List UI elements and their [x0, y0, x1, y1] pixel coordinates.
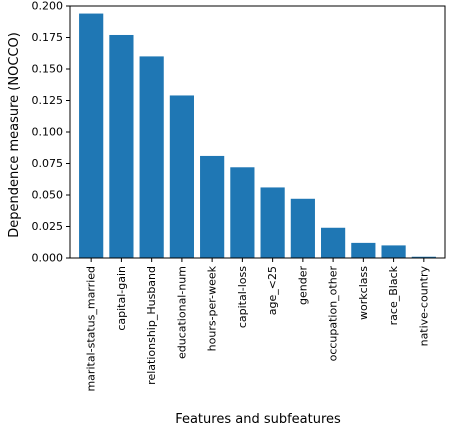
plot-frame	[69, 5, 446, 259]
x-tick-label: capital-gain	[115, 266, 128, 331]
bar	[109, 34, 134, 259]
y-tick-label: 0.000	[32, 252, 64, 265]
y-axis-label: Dependence measure (NOCCO)	[7, 32, 22, 238]
bar	[230, 167, 255, 258]
y-tick-label: 0.175	[32, 31, 64, 44]
y-axis-ticks: 0.000 0.025 0.050 0.075 0.100 0.125 0.150 0.175…	[32, 0, 70, 265]
x-tick-label: hours-per-week	[206, 265, 219, 351]
y-tick-label: 0.150	[32, 63, 64, 76]
x-tick-label: relationship_Husband	[145, 266, 158, 385]
x-tick-label: native-country	[417, 266, 430, 347]
x-tick-label: race_Black	[387, 265, 400, 325]
x-tick-label: workclass	[357, 266, 370, 320]
y-tick-label: 0.100	[32, 126, 64, 139]
x-axis-label: Features and subfeatures	[175, 412, 341, 427]
bar	[321, 227, 346, 258]
x-axis-ticks: marital-status_married capital-gain relati…	[85, 258, 430, 392]
x-tick-label: educational-num	[175, 266, 188, 359]
x-tick-label: age_<25	[266, 266, 279, 315]
bar	[169, 95, 194, 259]
bar	[381, 245, 406, 258]
bar	[290, 198, 315, 258]
axes-frame	[69, 5, 446, 259]
bars-group	[79, 13, 436, 259]
bar	[411, 256, 436, 258]
y-tick-label: 0.125	[32, 94, 64, 107]
bar	[79, 13, 104, 259]
x-tick-label: occupation_other	[327, 266, 340, 362]
bar	[351, 242, 376, 258]
x-tick-label: gender	[296, 266, 309, 305]
y-tick-label: 0.025	[32, 220, 64, 233]
y-tick-label: 0.050	[32, 189, 64, 202]
y-tick-label: 0.200	[32, 0, 64, 13]
bar	[200, 155, 225, 258]
bar	[139, 56, 164, 259]
x-tick-label: capital-loss	[236, 266, 249, 328]
x-tick-label: marital-status_married	[85, 266, 98, 392]
y-tick-label: 0.075	[32, 157, 64, 170]
bar	[260, 187, 285, 258]
